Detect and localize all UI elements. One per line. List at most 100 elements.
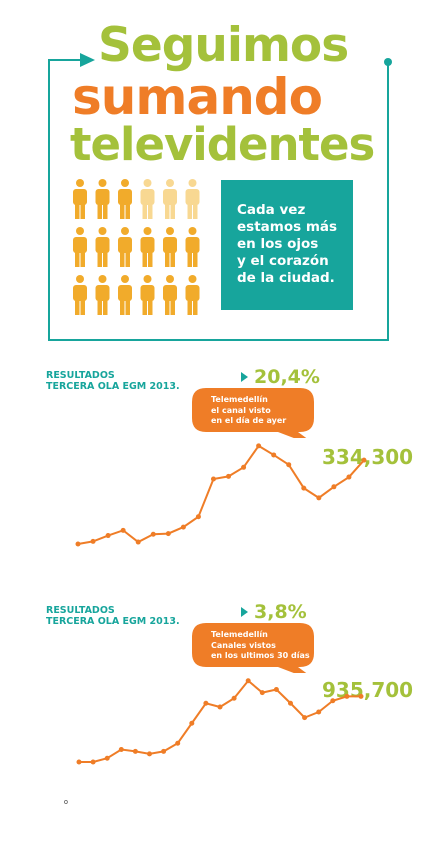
person-icon [163, 227, 177, 267]
person-icon [95, 179, 110, 219]
percent-value: 3,8% [254, 601, 307, 623]
data-point [231, 695, 237, 701]
data-point [90, 759, 96, 765]
data-point [105, 533, 111, 539]
person-icon [118, 179, 132, 219]
data-point [301, 485, 307, 491]
headline-line-1: Seguimos [98, 18, 349, 73]
person-icon [185, 227, 200, 267]
data-point [358, 693, 364, 699]
person-icon [118, 275, 132, 315]
data-point [271, 452, 277, 458]
person-icon [118, 227, 132, 267]
total-viewers: 334,300 [322, 445, 414, 469]
data-point [316, 495, 322, 501]
data-point [161, 748, 167, 754]
bubble-line: en el día de ayer [211, 416, 287, 425]
data-point [180, 524, 186, 530]
data-point [256, 443, 262, 449]
data-point [195, 514, 201, 520]
data-point [147, 751, 152, 757]
slogan-line: en los ojos [237, 236, 319, 252]
person-icon [95, 275, 110, 315]
slogan-line: Cada vez [237, 202, 306, 218]
data-point [302, 715, 308, 721]
data-point [203, 700, 209, 706]
people-grid [73, 179, 200, 315]
results-label-line: TERCERA OLA EGM 2013. [46, 381, 180, 392]
person-icon [163, 275, 177, 315]
data-point [76, 759, 82, 765]
header-frame-dot [384, 58, 392, 66]
data-point [245, 678, 251, 684]
data-point [75, 541, 81, 547]
person-icon [140, 179, 155, 219]
data-point [226, 473, 232, 479]
data-point [241, 464, 247, 470]
bubble-text: Telemedellín el canal visto en el día de… [211, 395, 286, 427]
data-point [217, 704, 223, 710]
data-point [286, 462, 292, 468]
chart-section-2: RESULTADOS TERCERA OLA EGM 2013. 3,8% Te… [0, 597, 431, 817]
speech-bubble [192, 388, 314, 438]
data-point [189, 720, 195, 726]
bubble-line: en los ultimos 30 días [211, 651, 310, 660]
data-point [344, 693, 350, 699]
header-frame-border [48, 59, 389, 341]
line-chart-2 [76, 678, 364, 765]
data-point [150, 531, 156, 537]
headline-line-2: sumando [72, 68, 323, 126]
percent-arrow-icon [241, 607, 248, 617]
bubble-text: Telemedellín Canales vistos en los ultim… [211, 630, 310, 662]
slogan-line: de la ciudad. [237, 270, 335, 286]
speech-bubble [192, 623, 314, 673]
data-point [118, 747, 124, 752]
total-viewers: 935,700 [322, 678, 414, 702]
person-icon [73, 227, 87, 267]
data-point [259, 690, 265, 696]
results-label-line: TERCERA OLA EGM 2013. [46, 616, 180, 627]
data-point [330, 698, 336, 704]
data-point [165, 531, 171, 537]
header-frame [48, 53, 392, 341]
data-point [175, 740, 181, 746]
results-label: RESULTADOS TERCERA OLA EGM 2013. [46, 370, 180, 392]
slogan-line: estamos más [237, 219, 338, 235]
person-icon [73, 275, 87, 315]
series-line [77, 444, 365, 545]
person-icon [95, 227, 110, 267]
data-point [104, 755, 110, 761]
line-chart-1 [75, 443, 367, 547]
person-icon [185, 179, 200, 219]
bubble-line: Telemedellín [211, 630, 268, 639]
person-icon [140, 227, 155, 267]
results-label-line: RESULTADOS [46, 370, 115, 381]
data-point [331, 484, 337, 490]
chart-section-1: RESULTADOS TERCERA OLA EGM 2013. 20,4% T… [0, 362, 431, 582]
data-point [361, 457, 367, 463]
person-icon [73, 179, 87, 219]
data-point [135, 539, 141, 545]
results-label-line: RESULTADOS [46, 605, 115, 616]
data-point [346, 474, 352, 480]
data-point [273, 687, 279, 692]
data-point [90, 538, 96, 544]
data-point [316, 709, 322, 715]
bubble-line: Canales vistos [211, 640, 276, 650]
data-point [120, 527, 126, 533]
percent-value: 20,4% [254, 366, 320, 388]
person-icon [163, 179, 177, 219]
data-point [132, 748, 138, 754]
results-label: RESULTADOS TERCERA OLA EGM 2013. [46, 605, 180, 627]
slogan-line: y el corazón [237, 253, 329, 269]
bubble-line: Telemedellín [211, 395, 268, 404]
slogan-box: Cada vez estamos más en los ojos y el co… [221, 180, 353, 310]
percent-arrow-icon [241, 372, 248, 382]
headline-line-3: televidentes [70, 118, 375, 171]
data-point [288, 700, 293, 706]
header-frame-arrow [80, 53, 95, 67]
data-point [210, 476, 216, 482]
footnote-mark: o [64, 799, 68, 806]
person-icon [140, 275, 155, 315]
person-icon [185, 275, 200, 315]
